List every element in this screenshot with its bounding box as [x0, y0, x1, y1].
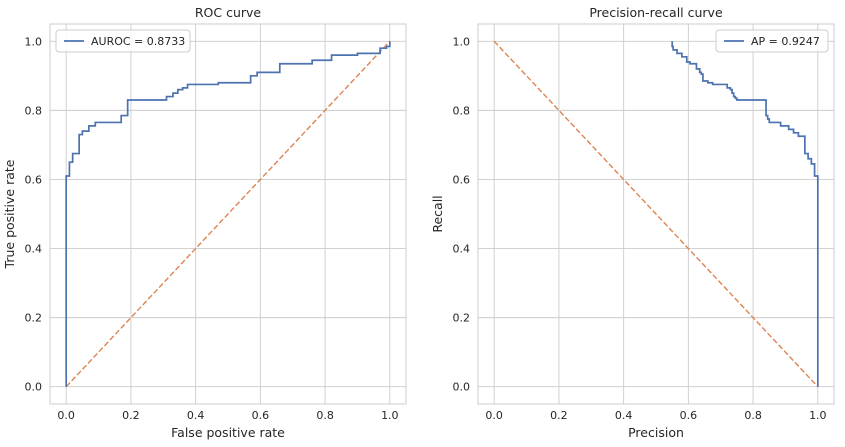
y-axis-label: True positive rate [2, 159, 17, 269]
x-tick-label: 0.6 [680, 409, 698, 422]
legend-box [715, 29, 829, 53]
x-tick-label: 0.0 [485, 409, 503, 422]
legend-label: AUROC = 0.8733 [91, 35, 185, 48]
x-tick-label: 0.8 [316, 409, 334, 422]
chart-title: ROC curve [195, 5, 262, 20]
y-tick-label: 0.6 [25, 173, 43, 186]
legend-box [55, 29, 191, 53]
y-tick-label: 0.4 [25, 243, 43, 256]
x-tick-label: 0.2 [550, 409, 568, 422]
x-axis-label: False positive rate [171, 425, 285, 440]
y-tick-label: 1.0 [25, 35, 43, 48]
y-tick-label: 0.8 [25, 104, 43, 117]
subplot-2: 0.0 0.2 0.4 0.6 0.8 1.0 0.0 0.2 0.4 0.6 0.8 1.0 Prec… [430, 5, 835, 440]
x-tick-label: 0.6 [252, 409, 270, 422]
x-tick-label: 0.4 [187, 409, 205, 422]
legend: AUROC = 0.8733 [55, 29, 191, 53]
y-tick-label: 0.0 [25, 381, 43, 394]
curve-line [671, 41, 819, 387]
y-tick-label: 0.4 [453, 243, 471, 256]
y-tick-label: 0.2 [453, 312, 471, 325]
curve-line [65, 41, 391, 387]
x-tick-label: 0.2 [122, 409, 140, 422]
y-axis-label: Recall [430, 195, 445, 232]
y-tick-label: 0.0 [453, 381, 471, 394]
y-tick-label: 1.0 [453, 35, 471, 48]
plot-frame [477, 23, 835, 405]
legend-label: AP = 0.9247 [751, 35, 820, 48]
x-tick-label: 0.4 [615, 409, 633, 422]
subplot-1: 0.0 0.2 0.4 0.6 0.8 1.0 0.0 0.2 0.4 0.6 0.8 1.0 ROC … [2, 5, 407, 440]
x-tick-label: 0.8 [744, 409, 762, 422]
y-tick-label: 0.6 [453, 173, 471, 186]
x-tick-label: 1.0 [809, 409, 827, 422]
y-tick-label: 0.8 [453, 104, 471, 117]
x-tick-label: 1.0 [381, 409, 399, 422]
chance-diagonal-line [65, 40, 391, 388]
plot-frame [49, 23, 407, 405]
x-tick-label: 0.0 [57, 409, 75, 422]
y-tick-label: 0.2 [25, 312, 43, 325]
chart-title: Precision-recall curve [589, 5, 723, 20]
chance-diagonal-line [493, 40, 819, 388]
x-axis-label: Precision [628, 425, 684, 440]
legend: AP = 0.9247 [715, 29, 829, 53]
